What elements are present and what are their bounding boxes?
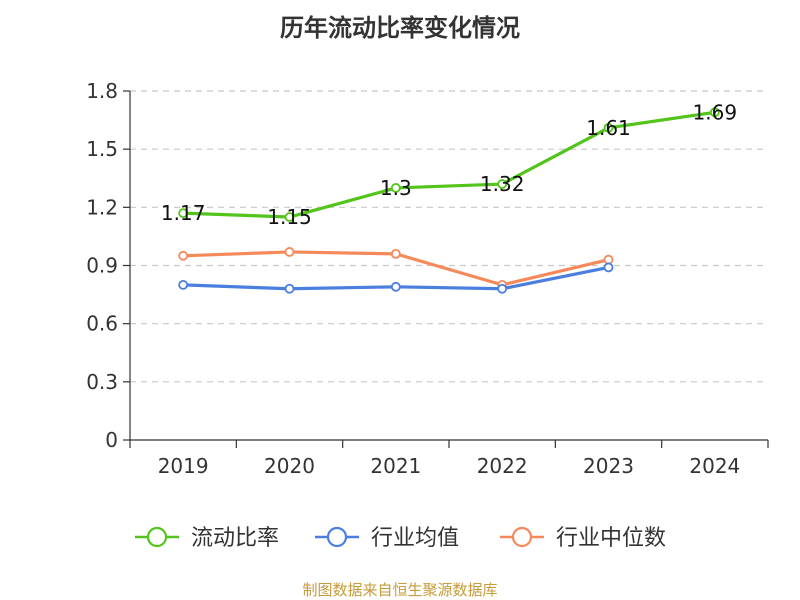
series-lines [178, 107, 720, 294]
legend-label: 行业均值 [371, 526, 459, 551]
legend-label: 流动比率 [191, 526, 279, 551]
data-point [284, 212, 295, 222]
axes: 0 0.3 0.6 0.9 1.2 1.5 1.8 2019 2020 2021 2022 2023 2… [86, 79, 769, 478]
data-label: 1.61 [586, 116, 631, 140]
data-label: 1.69 [693, 100, 738, 124]
x-tick-label: 2024 [689, 454, 740, 478]
legend-marker [326, 526, 348, 548]
y-tick-label: 0 [105, 428, 118, 452]
series-line [183, 110, 716, 219]
x-tick-label: 2021 [370, 454, 421, 478]
y-tick-label: 0.3 [86, 370, 118, 394]
data-point [603, 254, 614, 265]
y-tick-label: 1.8 [86, 79, 118, 103]
legend-label: 行业中位数 [556, 526, 666, 551]
x-tick-label: 2023 [583, 454, 634, 478]
data-label: 1.15 [267, 205, 312, 229]
data-point [497, 283, 508, 294]
data-label: 1.32 [480, 172, 525, 196]
data-point [390, 281, 401, 292]
data-point [284, 247, 295, 257]
data-labels: 1.17 1.15 1.3 1.32 1.61 1.69 [161, 100, 737, 229]
legend-item: 流动比率 [135, 526, 279, 551]
x-tick-label: 2022 [477, 454, 528, 478]
data-point [497, 179, 508, 189]
y-tick-label: 0.9 [86, 254, 118, 278]
legend-marker [146, 526, 168, 548]
data-point [178, 250, 189, 261]
data-point [709, 107, 720, 118]
data-label: 1.3 [380, 176, 412, 200]
chart-title: 历年流动比率变化情况 [280, 14, 520, 42]
data-label: 1.17 [161, 201, 206, 225]
legend-item: 行业中位数 [500, 526, 666, 551]
data-point [284, 283, 295, 294]
x-tick-label: 2019 [158, 454, 209, 478]
data-point [178, 208, 189, 219]
legend: 流动比率 行业均值 行业中位数 [135, 526, 666, 551]
data-point [603, 122, 614, 133]
source-note: 制图数据来自恒生聚源数据库 [302, 581, 498, 599]
y-tick-label: 0.6 [86, 312, 118, 336]
data-point [178, 279, 189, 290]
data-point [603, 262, 614, 273]
legend-marker [511, 526, 533, 548]
grid-lines [130, 90, 768, 383]
data-point [390, 183, 401, 193]
legend-item: 行业均值 [315, 526, 459, 551]
data-point [390, 248, 401, 259]
y-tick-label: 1.5 [86, 137, 118, 161]
x-tick-label: 2020 [264, 454, 315, 478]
y-tick-label: 1.2 [86, 195, 118, 219]
